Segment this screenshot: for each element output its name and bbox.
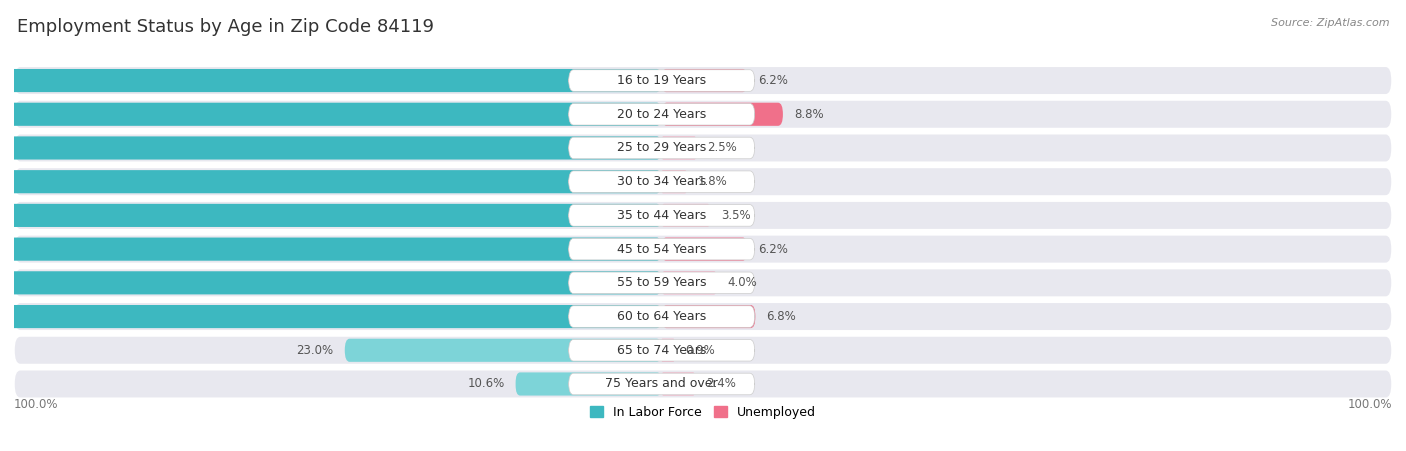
Text: 25 to 29 Years: 25 to 29 Years xyxy=(617,142,706,155)
Text: 65 to 74 Years: 65 to 74 Years xyxy=(617,344,706,357)
FancyBboxPatch shape xyxy=(662,271,717,295)
FancyBboxPatch shape xyxy=(14,168,1392,195)
Text: 100.0%: 100.0% xyxy=(1347,398,1392,411)
FancyBboxPatch shape xyxy=(662,305,755,328)
Text: 6.8%: 6.8% xyxy=(766,310,796,323)
FancyBboxPatch shape xyxy=(662,103,783,126)
FancyBboxPatch shape xyxy=(568,205,755,226)
FancyBboxPatch shape xyxy=(662,373,695,396)
Text: 8.8%: 8.8% xyxy=(794,108,824,121)
FancyBboxPatch shape xyxy=(14,101,1392,128)
FancyBboxPatch shape xyxy=(14,371,1392,397)
FancyBboxPatch shape xyxy=(568,272,755,294)
FancyBboxPatch shape xyxy=(568,103,755,125)
Legend: In Labor Force, Unemployed: In Labor Force, Unemployed xyxy=(585,401,821,424)
Text: 30 to 34 Years: 30 to 34 Years xyxy=(617,175,706,188)
FancyBboxPatch shape xyxy=(568,340,755,361)
FancyBboxPatch shape xyxy=(0,271,662,295)
Text: 2.4%: 2.4% xyxy=(706,377,735,391)
Text: 100.0%: 100.0% xyxy=(14,398,59,411)
FancyBboxPatch shape xyxy=(14,202,1392,229)
FancyBboxPatch shape xyxy=(568,70,755,91)
FancyBboxPatch shape xyxy=(662,136,696,160)
FancyBboxPatch shape xyxy=(568,306,755,327)
FancyBboxPatch shape xyxy=(568,171,755,193)
FancyBboxPatch shape xyxy=(0,103,662,126)
FancyBboxPatch shape xyxy=(662,69,747,92)
FancyBboxPatch shape xyxy=(14,235,1392,262)
Text: 4.0%: 4.0% xyxy=(728,276,758,290)
FancyBboxPatch shape xyxy=(0,204,662,227)
Text: 1.8%: 1.8% xyxy=(697,175,727,188)
Text: 6.2%: 6.2% xyxy=(758,243,787,256)
FancyBboxPatch shape xyxy=(0,69,662,92)
Text: 3.5%: 3.5% xyxy=(721,209,751,222)
Text: 2.5%: 2.5% xyxy=(707,142,737,155)
FancyBboxPatch shape xyxy=(0,136,662,160)
FancyBboxPatch shape xyxy=(0,305,662,328)
Text: 16 to 19 Years: 16 to 19 Years xyxy=(617,74,706,87)
FancyBboxPatch shape xyxy=(568,137,755,159)
FancyBboxPatch shape xyxy=(568,373,755,395)
Text: 20 to 24 Years: 20 to 24 Years xyxy=(617,108,706,121)
FancyBboxPatch shape xyxy=(0,238,662,261)
FancyBboxPatch shape xyxy=(14,269,1392,296)
FancyBboxPatch shape xyxy=(344,339,662,362)
FancyBboxPatch shape xyxy=(568,238,755,260)
FancyBboxPatch shape xyxy=(662,339,673,362)
Text: 45 to 54 Years: 45 to 54 Years xyxy=(617,243,706,256)
Text: Employment Status by Age in Zip Code 84119: Employment Status by Age in Zip Code 841… xyxy=(17,18,434,36)
FancyBboxPatch shape xyxy=(662,170,686,193)
FancyBboxPatch shape xyxy=(0,170,662,193)
Text: 60 to 64 Years: 60 to 64 Years xyxy=(617,310,706,323)
Text: 6.2%: 6.2% xyxy=(758,74,787,87)
Text: 10.6%: 10.6% xyxy=(467,377,505,391)
Text: 75 Years and over: 75 Years and over xyxy=(606,377,718,391)
Text: 35 to 44 Years: 35 to 44 Years xyxy=(617,209,706,222)
FancyBboxPatch shape xyxy=(14,303,1392,330)
FancyBboxPatch shape xyxy=(14,67,1392,94)
FancyBboxPatch shape xyxy=(662,204,710,227)
Text: 23.0%: 23.0% xyxy=(297,344,333,357)
FancyBboxPatch shape xyxy=(516,373,662,396)
Text: Source: ZipAtlas.com: Source: ZipAtlas.com xyxy=(1271,18,1389,28)
FancyBboxPatch shape xyxy=(14,134,1392,161)
FancyBboxPatch shape xyxy=(662,238,747,261)
Text: 55 to 59 Years: 55 to 59 Years xyxy=(617,276,706,290)
Text: 0.9%: 0.9% xyxy=(685,344,714,357)
FancyBboxPatch shape xyxy=(14,337,1392,364)
